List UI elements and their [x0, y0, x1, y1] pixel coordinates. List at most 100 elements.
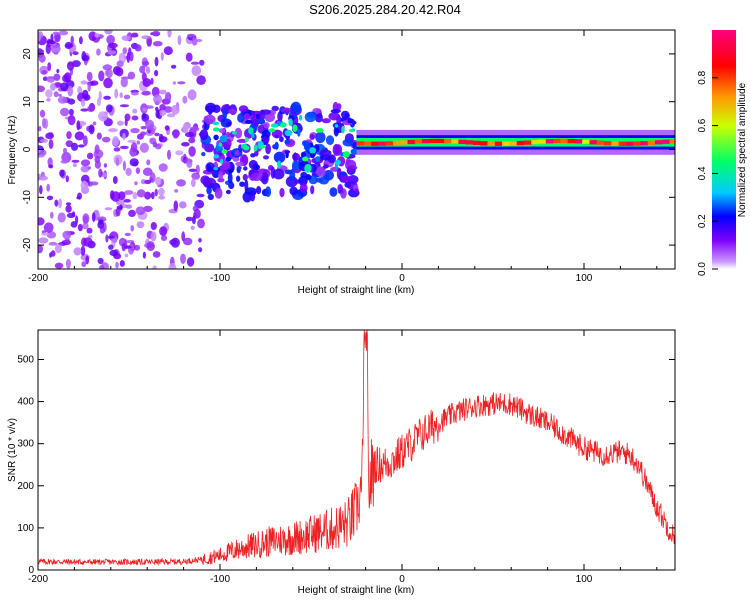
- carrier-core-segment: [509, 141, 517, 146]
- spectrogram-noise-blob: [45, 132, 54, 140]
- spectrogram-signal-peak: [298, 114, 303, 121]
- carrier-core-segment: [443, 138, 452, 144]
- spectrogram-noise-blob: [173, 134, 179, 139]
- spectrogram-noise-blob: [94, 155, 101, 163]
- spectrogram-noise-blob: [57, 212, 66, 223]
- spectrogram-noise-blob: [103, 77, 113, 89]
- spectrogram-noise-blob: [123, 199, 131, 203]
- spectrogram-noise-blob: [80, 80, 88, 85]
- spectrogram-noise-blob: [141, 35, 151, 40]
- spectrogram-noise-blob: [47, 76, 55, 80]
- spectrogram-noise-blob: [136, 140, 141, 145]
- spectrogram-signal-blob: [234, 127, 243, 139]
- spectrogram-signal-blob: [347, 166, 354, 174]
- spectrogram-signal-blob: [239, 181, 246, 187]
- snr-ytick-label: 300: [17, 439, 34, 450]
- spectrogram-noise-blob: [163, 46, 173, 56]
- spectrogram-signal-peak: [270, 123, 279, 128]
- spectrogram-noise-blob: [135, 167, 141, 174]
- spectrogram-noise-blob: [80, 108, 89, 112]
- spectrogram-noise-blob: [64, 238, 71, 245]
- spectrogram-signal-blob: [340, 175, 351, 184]
- spectrogram-signal-blob: [243, 113, 251, 120]
- spectrogram-noise-blob: [108, 128, 118, 133]
- spectrogram-noise-blob: [47, 62, 52, 72]
- spectrogram-noise-blob: [105, 234, 109, 243]
- spectrogram-signal-blob: [328, 112, 341, 121]
- spectrogram-noise-blob: [115, 207, 121, 217]
- spectrogram-noise-blob: [142, 167, 153, 176]
- carrier-core-segment: [429, 138, 437, 144]
- spectrogram-noise-blob: [196, 75, 206, 85]
- spectrogram-noise-blob: [97, 257, 104, 265]
- spectrogram-noise-blob: [155, 106, 159, 112]
- spectrogram-noise-blob: [150, 231, 157, 242]
- carrier-core-segment: [618, 141, 627, 146]
- spectrogram-noise-blob: [115, 67, 124, 77]
- spectrogram-noise-blob: [89, 181, 99, 186]
- spectrogram-noise-blob: [127, 139, 137, 143]
- spectrogram-signal-blob: [204, 143, 215, 153]
- spectrogram-noise-blob: [72, 51, 79, 56]
- spectrogram-noise-blob: [71, 159, 80, 163]
- spectrogram-noise-blob: [67, 205, 71, 213]
- spectrogram-signal-peak: [323, 164, 329, 169]
- carrier-core-segment: [523, 140, 532, 145]
- spectrogram-noise-blob: [38, 175, 48, 181]
- carrier-core-segment: [574, 139, 583, 144]
- spectrogram-noise-blob: [58, 198, 62, 209]
- spectrogram-signal-blob: [251, 172, 263, 181]
- spectrogram-noise-blob: [65, 44, 74, 48]
- carrier-core-segment: [458, 139, 466, 144]
- spectrogram-noise-blob: [126, 52, 130, 63]
- spectrogram-noise-blob: [108, 42, 118, 49]
- spectrogram-signal-blob: [226, 121, 232, 127]
- spectrogram-signal-blob: [217, 177, 225, 183]
- spectrogram-noise-blob: [158, 187, 165, 196]
- spectrogram-noise-blob: [124, 253, 129, 258]
- spectrogram-signal-blob: [337, 184, 344, 193]
- carrier-core-segment: [392, 140, 401, 146]
- spectrogram-signal-peak: [304, 163, 312, 173]
- spectrogram-noise-blob: [171, 104, 180, 115]
- spectrogram-noise-blob: [87, 166, 91, 170]
- spectrogram-noise-blob: [115, 199, 125, 206]
- spectrogram-noise-blob: [96, 132, 102, 140]
- spectrogram-noise-blob: [38, 85, 45, 93]
- carrier-core-segment: [647, 140, 656, 145]
- spectrogram-signal-peak: [288, 118, 293, 126]
- spectrogram-signal-blob: [261, 129, 271, 139]
- spectrogram-signal-blob: [206, 163, 211, 172]
- spectrogram-signal-blob: [279, 136, 284, 143]
- snr-frame: [37, 329, 676, 571]
- spectrogram-noise-blob: [38, 244, 43, 254]
- carrier-core-segment: [640, 141, 648, 146]
- spectrogram-signal-blob: [207, 193, 214, 201]
- spectrogram-noise-blob: [141, 113, 147, 120]
- spectrogram-signal-blob: [309, 134, 315, 140]
- spectrogram-signal-peak: [274, 134, 279, 139]
- carrier-core-segment: [502, 141, 510, 146]
- spectrogram-noise-blob: [38, 246, 41, 252]
- spectrogram-noise-blob: [132, 192, 138, 200]
- spectrogram-noise-blob: [109, 249, 119, 257]
- carrier-core-segment: [662, 139, 670, 144]
- spectrogram-signal-peak: [284, 150, 291, 154]
- spectrogram-signal-blob: [354, 188, 359, 194]
- spectrogram-signal-blob: [345, 159, 357, 171]
- spectrogram-noise-blob: [140, 131, 147, 136]
- spectrogram-noise-blob: [170, 237, 180, 248]
- spectrogram-signal-peak: [248, 127, 254, 135]
- spectrogram-signal-blob: [234, 150, 240, 156]
- spectrogram-signal-peak: [213, 154, 220, 159]
- spectrogram-noise-blob: [111, 191, 121, 202]
- spectrogram-noise-blob: [50, 211, 54, 219]
- spectrogram-signal-blob: [219, 128, 226, 134]
- colorbar: 0.0 0.2 0.4 0.6 0.8 Normalized spectral ampl…: [697, 30, 748, 276]
- spectrogram-noise-blob: [119, 204, 123, 211]
- spectrogram-signal-blob: [201, 152, 206, 157]
- spectrogram-signal-blob: [315, 177, 323, 183]
- spectrogram-noise-blob: [96, 48, 101, 56]
- spectrogram-noise-blob: [60, 107, 70, 117]
- spectrogram-signal-peak: [213, 134, 219, 141]
